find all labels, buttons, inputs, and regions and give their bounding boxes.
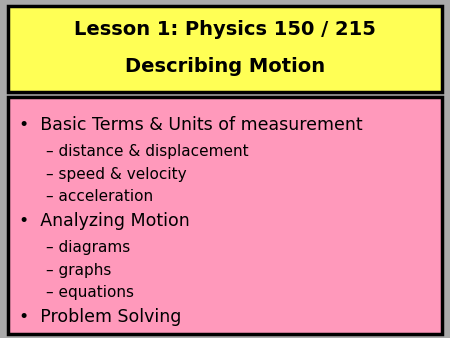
Text: •  Problem Solving: • Problem Solving bbox=[19, 308, 182, 326]
Text: – speed & velocity: – speed & velocity bbox=[46, 167, 187, 182]
Text: – diagrams: – diagrams bbox=[46, 240, 130, 255]
Text: – equations: – equations bbox=[46, 285, 135, 300]
Text: •  Analyzing Motion: • Analyzing Motion bbox=[19, 212, 190, 230]
Bar bbox=[8, 97, 442, 334]
Bar bbox=[8, 6, 442, 92]
Text: Describing Motion: Describing Motion bbox=[125, 56, 325, 76]
Text: – distance & displacement: – distance & displacement bbox=[46, 144, 249, 159]
Text: •  Basic Terms & Units of measurement: • Basic Terms & Units of measurement bbox=[19, 116, 363, 134]
Text: Lesson 1: Physics 150 / 215: Lesson 1: Physics 150 / 215 bbox=[74, 20, 376, 40]
Text: – graphs: – graphs bbox=[46, 263, 112, 277]
Text: – acceleration: – acceleration bbox=[46, 189, 153, 204]
